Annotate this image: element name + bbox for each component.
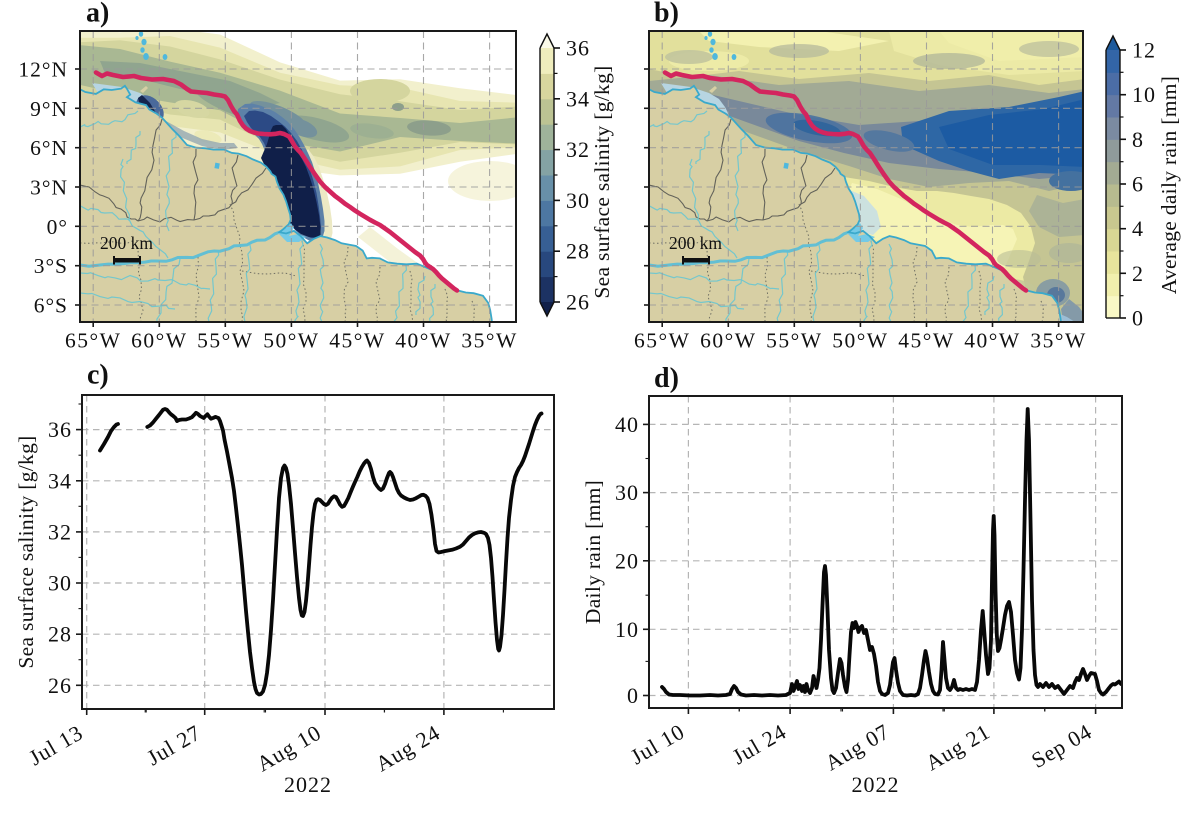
svg-text:2022: 2022 [284,772,332,797]
svg-text:30: 30 [48,571,72,596]
svg-text:26: 26 [48,673,72,698]
svg-text:9°N: 9°N [30,97,68,121]
svg-text:a): a) [86,0,109,29]
svg-text:0: 0 [627,683,639,708]
svg-text:28: 28 [48,622,72,647]
svg-text:b): b) [654,0,679,29]
svg-text:0: 0 [1132,306,1144,331]
svg-text:26: 26 [566,290,590,315]
svg-text:4: 4 [1132,216,1144,241]
svg-text:34: 34 [566,86,590,111]
svg-text:40: 40 [615,412,639,437]
svg-text:36: 36 [566,36,590,61]
svg-text:200 km: 200 km [669,233,722,253]
svg-text:50°W: 50°W [263,329,319,353]
svg-text:12: 12 [1132,38,1156,63]
svg-text:2: 2 [1132,261,1144,286]
svg-text:6: 6 [1132,172,1144,197]
svg-text:55°W: 55°W [197,329,253,353]
svg-text:6°N: 6°N [30,136,68,160]
svg-text:55°W: 55°W [766,329,822,353]
svg-text:Sea surface salinity [g/kg]: Sea surface salinity [g/kg] [590,65,614,298]
svg-text:30: 30 [566,188,590,213]
svg-text:36: 36 [48,417,72,442]
svg-text:Sea surface salinity [g/kg]: Sea surface salinity [g/kg] [14,435,38,668]
svg-text:50°W: 50°W [832,329,888,353]
svg-text:10: 10 [1132,82,1156,107]
svg-text:45°W: 45°W [898,329,954,353]
svg-text:Average daily rain [mm]: Average daily rain [mm] [1157,76,1181,294]
svg-text:60°W: 60°W [131,329,187,353]
svg-text:40°W: 40°W [395,329,451,353]
svg-text:32: 32 [566,137,590,162]
svg-text:8: 8 [1132,127,1144,152]
svg-text:40°W: 40°W [964,329,1020,353]
svg-text:20: 20 [615,548,639,573]
svg-text:10: 10 [615,617,639,642]
svg-text:2022: 2022 [852,772,900,797]
svg-text:d): d) [654,363,679,394]
svg-text:60°W: 60°W [700,329,756,353]
svg-text:34: 34 [48,468,72,493]
svg-text:3°N: 3°N [30,176,68,200]
svg-text:65°W: 65°W [634,329,690,353]
svg-text:32: 32 [48,519,72,544]
svg-text:45°W: 45°W [329,329,385,353]
svg-text:c): c) [87,360,109,391]
svg-text:200 km: 200 km [100,233,153,253]
svg-text:Daily rain [mm]: Daily rain [mm] [581,480,605,624]
svg-text:30: 30 [615,480,639,505]
svg-text:6°S: 6°S [34,294,68,318]
svg-text:35°W: 35°W [461,329,517,353]
svg-text:3°S: 3°S [34,254,68,278]
svg-text:12°N: 12°N [18,58,68,82]
svg-text:28: 28 [566,239,590,264]
svg-text:35°W: 35°W [1030,329,1086,353]
svg-text:0°: 0° [47,215,68,239]
svg-text:65°W: 65°W [65,329,121,353]
